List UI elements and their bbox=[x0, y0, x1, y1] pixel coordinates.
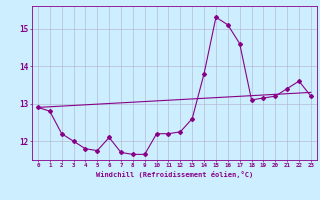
X-axis label: Windchill (Refroidissement éolien,°C): Windchill (Refroidissement éolien,°C) bbox=[96, 171, 253, 178]
